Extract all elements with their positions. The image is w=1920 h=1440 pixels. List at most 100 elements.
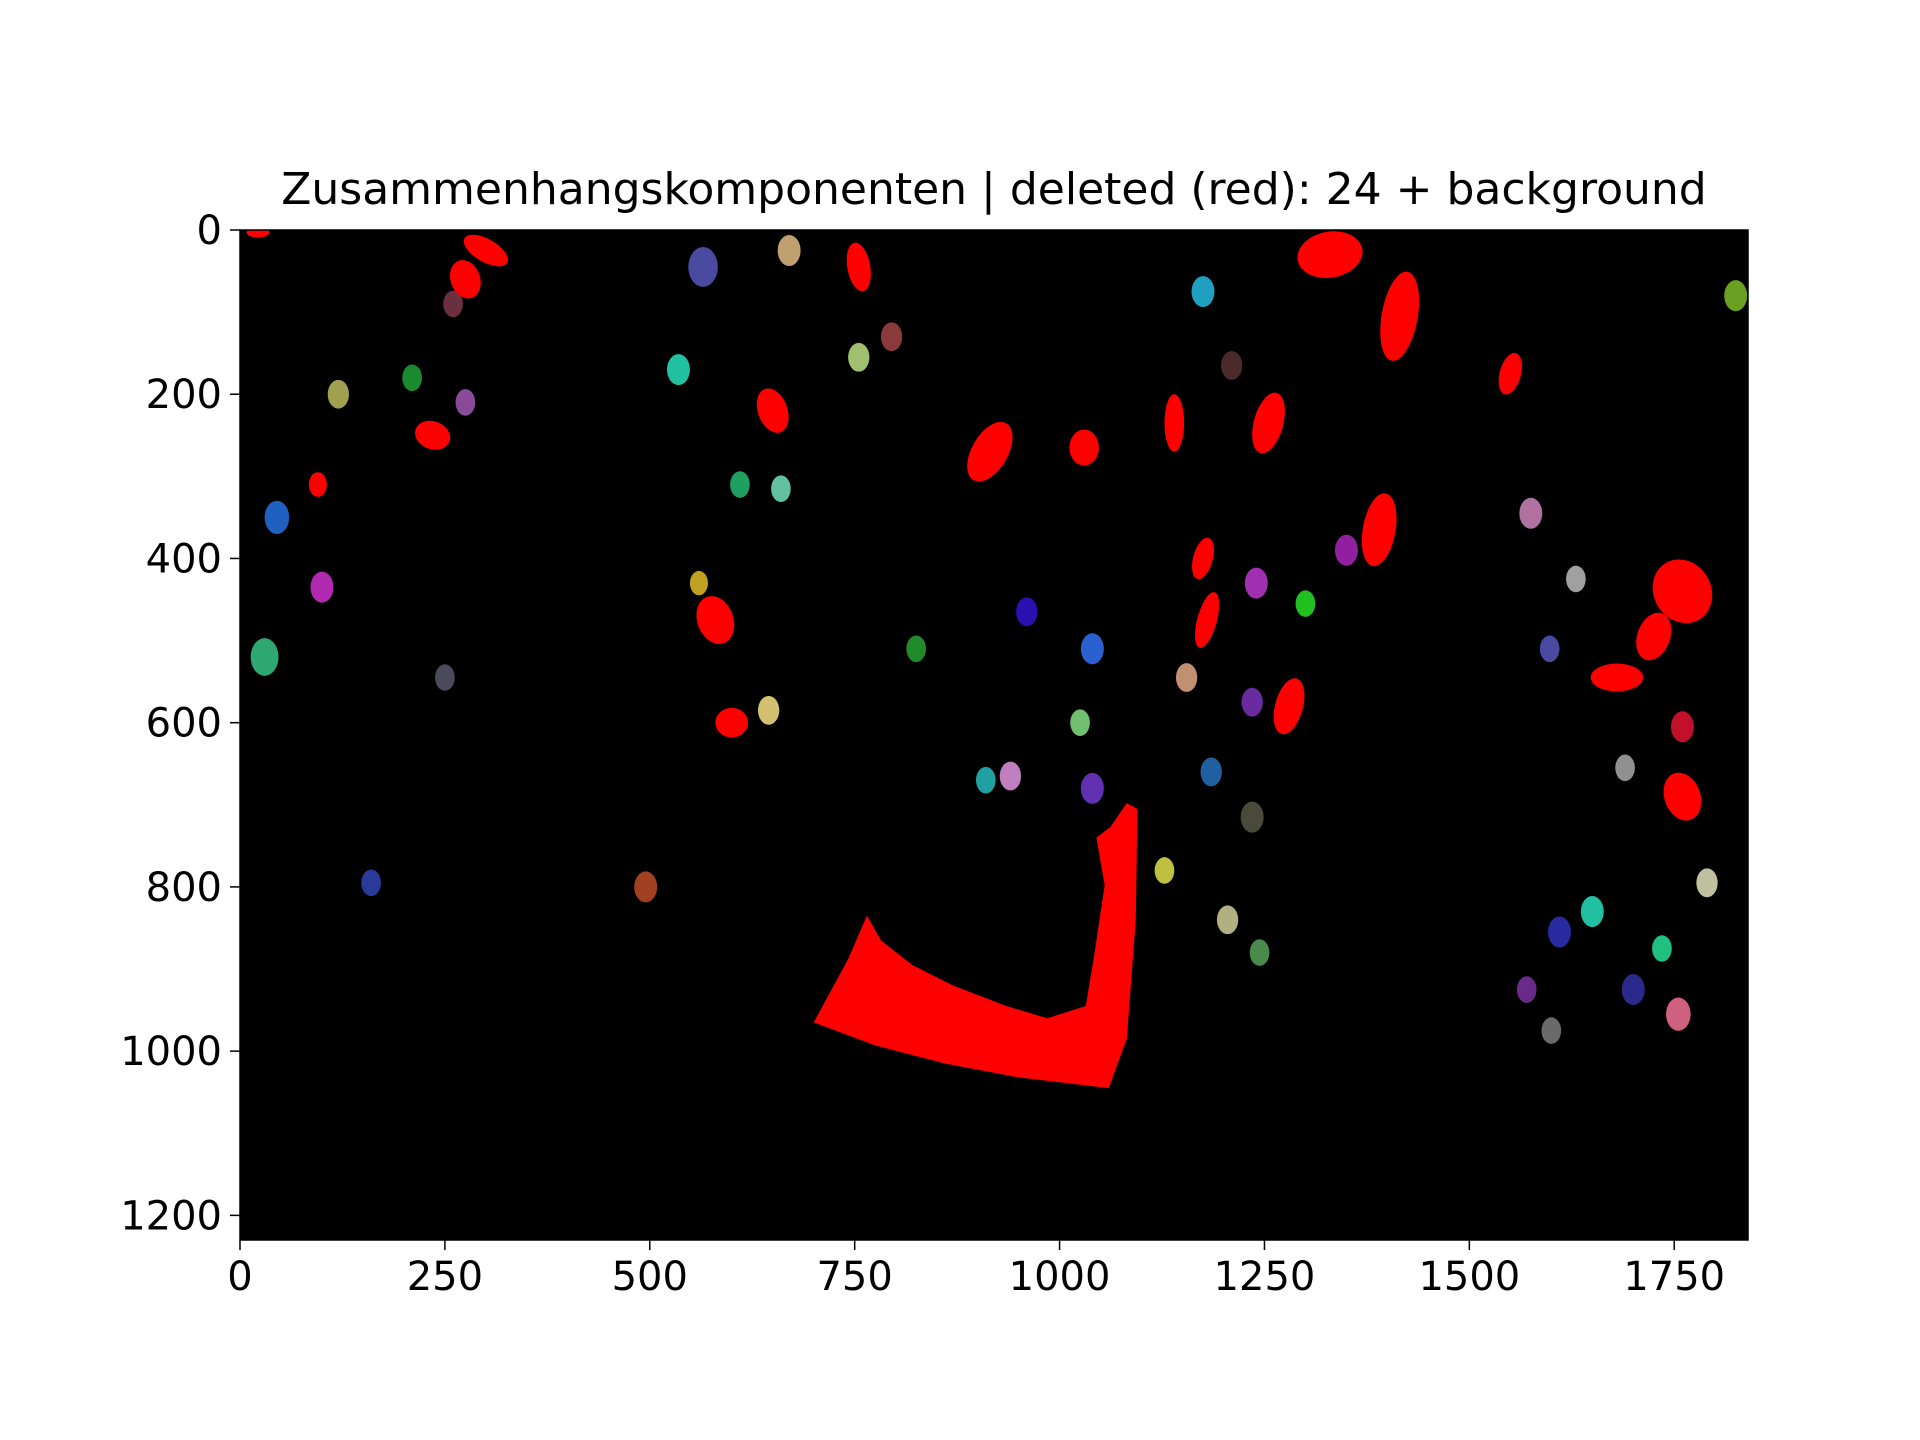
deleted-component [1252, 392, 1285, 454]
kept-component [1580, 896, 1604, 928]
kept-component [1670, 711, 1694, 743]
kept-component [1519, 497, 1543, 529]
kept-component [1295, 590, 1316, 617]
y-tick-label: 1200 [120, 1193, 222, 1239]
kept-component [1016, 597, 1038, 627]
kept-component [634, 871, 658, 903]
deleted-component [1663, 772, 1702, 821]
kept-component [327, 379, 350, 409]
kept-component [1249, 939, 1270, 966]
deleted-component [715, 707, 749, 738]
deleted-component [1636, 612, 1672, 661]
kept-component [1080, 772, 1104, 804]
kept-component [880, 322, 903, 352]
x-tick-label: 250 [407, 1254, 483, 1300]
x-tick-label: 1500 [1418, 1254, 1520, 1300]
kept-component [688, 246, 718, 287]
x-axis: 0 250 500 750 1000 1250 1500 1750 [227, 1240, 1725, 1300]
kept-component [689, 570, 708, 596]
deleted-component [1191, 537, 1214, 580]
kept-components [250, 235, 1748, 1044]
kept-component [1615, 754, 1635, 782]
kept-component [1334, 534, 1358, 566]
kept-component [1652, 935, 1672, 962]
x-tick-label: 1750 [1623, 1254, 1725, 1300]
y-tick-label: 600 [146, 701, 222, 747]
deleted-component [756, 388, 789, 433]
kept-component [906, 635, 926, 663]
deleted-component [1380, 271, 1420, 361]
kept-component [1080, 633, 1104, 665]
y-tick-label: 200 [146, 372, 222, 418]
kept-component [1244, 567, 1268, 599]
kept-component [777, 235, 801, 267]
kept-component [1724, 280, 1748, 312]
kept-component [666, 354, 690, 386]
kept-component [250, 638, 279, 676]
x-tick-label: 1000 [1009, 1254, 1111, 1300]
kept-component [1240, 801, 1264, 833]
kept-component [1200, 757, 1222, 787]
kept-component [999, 761, 1022, 791]
y-axis: 0 200 400 600 800 1000 1200 [120, 208, 240, 1239]
kept-component [1548, 916, 1571, 948]
x-tick-label: 500 [612, 1254, 688, 1300]
plot-area [240, 230, 1748, 1240]
kept-component [1154, 857, 1175, 884]
kept-component [1070, 709, 1090, 736]
kept-component [402, 364, 422, 392]
x-tick-label: 1250 [1214, 1254, 1316, 1300]
kept-component [757, 695, 780, 725]
kept-component [310, 571, 334, 603]
deleted-component [1297, 231, 1363, 278]
y-tick-label: 0 [197, 208, 222, 254]
deleted-component [1273, 678, 1305, 735]
deleted-component [1498, 352, 1523, 395]
deleted-components [246, 230, 1713, 1089]
x-tick-label: 0 [227, 1254, 252, 1300]
kept-component [1539, 635, 1560, 663]
deleted-component [1590, 663, 1644, 692]
kept-component [1221, 351, 1243, 380]
kept-component [455, 389, 476, 416]
kept-component [848, 342, 870, 372]
kept-component [1241, 687, 1263, 717]
deleted-component [1652, 559, 1713, 624]
deleted-component [449, 260, 481, 299]
deleted-component [1069, 429, 1099, 466]
kept-component [1696, 868, 1718, 898]
deleted-large-region [813, 803, 1138, 1089]
deleted-component [846, 242, 871, 292]
kept-component [443, 290, 463, 318]
kept-component [264, 500, 290, 535]
kept-component [730, 471, 750, 498]
y-tick-label: 1000 [120, 1029, 222, 1075]
deleted-component [1195, 592, 1220, 648]
deleted-component [967, 421, 1013, 482]
deleted-component [246, 230, 270, 238]
kept-component [1566, 565, 1586, 593]
kept-component [975, 766, 996, 794]
kept-component [1191, 276, 1215, 308]
deleted-component [696, 596, 735, 644]
kept-component [1621, 974, 1645, 1006]
image-background [240, 230, 1748, 1240]
kept-component [1666, 997, 1691, 1031]
deleted-component [414, 420, 451, 450]
y-tick-label: 400 [146, 536, 222, 582]
kept-component [1541, 1017, 1562, 1044]
y-tick-label: 800 [146, 865, 222, 911]
kept-component [1516, 976, 1537, 1003]
deleted-component [1164, 394, 1185, 452]
kept-component [771, 475, 791, 502]
x-tick-label: 750 [816, 1254, 892, 1300]
kept-component [1216, 905, 1239, 935]
plot-frame [239, 229, 1749, 1241]
deleted-component [1361, 493, 1397, 567]
chart-title: Zusammenhangskomponenten | deleted (red)… [281, 164, 1706, 215]
kept-component [1175, 663, 1198, 692]
deleted-component [308, 472, 327, 497]
kept-component [435, 664, 455, 691]
kept-component [361, 869, 381, 897]
